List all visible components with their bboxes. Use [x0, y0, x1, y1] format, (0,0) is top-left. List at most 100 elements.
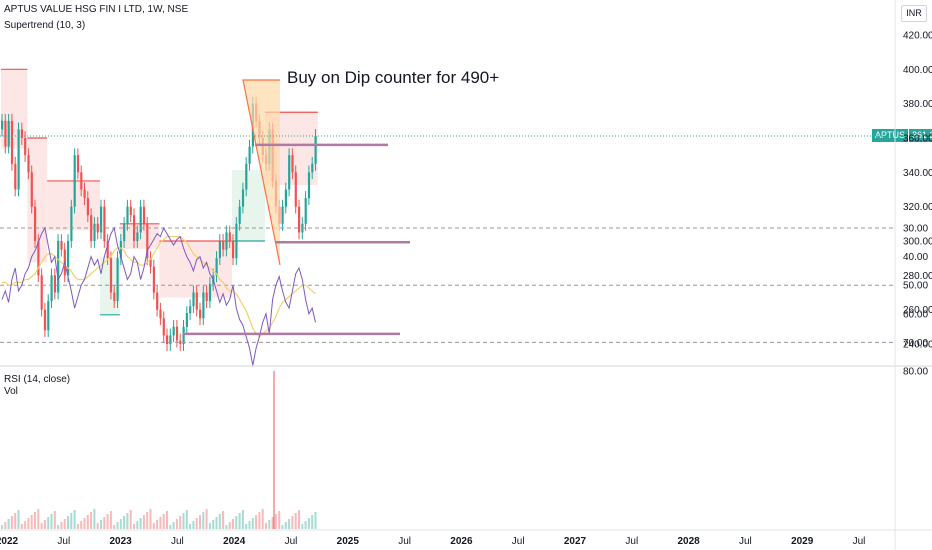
candle-body [228, 232, 231, 241]
volume-bar [314, 512, 317, 529]
volume-bar [274, 514, 277, 529]
candle-body [50, 275, 53, 302]
candle-body [156, 292, 159, 310]
volume-bar [311, 515, 314, 529]
candle-body [182, 326, 185, 344]
volume-bar [133, 524, 135, 529]
candle-body [199, 309, 202, 319]
candle-body [37, 241, 40, 276]
candle-body [202, 292, 205, 319]
candle-body [113, 292, 116, 302]
candle-body [100, 206, 103, 233]
volume-bar [156, 520, 159, 529]
price-tick-label: 420.00 [903, 31, 932, 42]
volume-bar [232, 519, 234, 529]
candle-body [307, 172, 311, 199]
supertrend-fill [27, 138, 48, 263]
candle-body [93, 223, 96, 241]
volume-bar [225, 525, 228, 529]
candle-body [291, 155, 294, 173]
volume-bar [106, 514, 109, 529]
volume-bar [53, 511, 56, 529]
volume-bar [251, 518, 254, 529]
volume-bar [30, 515, 33, 529]
volume-bar [14, 513, 17, 529]
candle-body [232, 241, 235, 259]
volume-bar [90, 512, 93, 529]
volume-bar [241, 510, 244, 529]
volume-bar [149, 509, 152, 529]
volume-bar [195, 518, 198, 529]
candle-body [86, 198, 89, 216]
time-tick-label: Jul [625, 536, 638, 547]
time-tick-label: 2026 [450, 536, 473, 547]
candle-body [218, 241, 221, 259]
volume-bar [185, 510, 188, 529]
price-tick-label: 360.00 [903, 134, 932, 145]
volume-bar [57, 525, 60, 529]
volume-bar [307, 518, 310, 529]
price-tick-label: 300.00 [903, 237, 932, 248]
candle-body [109, 258, 113, 293]
candle-body [1, 120, 4, 130]
candle-body [67, 241, 70, 276]
volume-label[interactable]: Vol [4, 386, 18, 397]
candle-body [20, 129, 23, 138]
candle-body [129, 206, 132, 216]
volume-bar [288, 519, 291, 529]
candle-body [159, 309, 162, 319]
volume-bar [268, 520, 271, 529]
candle-body [205, 292, 208, 302]
time-tick-label: 2028 [677, 536, 700, 547]
candle-body [96, 223, 99, 233]
last-price-tag: APTUS 361.20 [872, 129, 932, 142]
volume-bar [258, 512, 261, 529]
volume-bar [34, 512, 36, 529]
volume-bar [172, 522, 175, 529]
time-tick-label: 2027 [564, 536, 587, 547]
candle-body [57, 241, 60, 293]
candle-body [40, 275, 43, 310]
volume-bar [63, 519, 66, 529]
candle-body [24, 138, 27, 156]
rsi-label[interactable]: RSI (14, close) [4, 374, 71, 385]
candle-body [146, 223, 149, 259]
volume-bar [278, 511, 281, 529]
candle-body [185, 313, 188, 327]
volume-bar [189, 524, 192, 529]
time-tick-label: Jul [512, 536, 525, 547]
currency-button[interactable]: INR [901, 5, 927, 22]
candle-body [235, 223, 238, 259]
candle-body [314, 135, 317, 164]
candle-body [10, 120, 14, 164]
volume-bar [76, 524, 79, 529]
volume-bar [20, 524, 23, 529]
time-tick-label: Jul [171, 536, 184, 547]
volume-bar [86, 515, 89, 529]
candle-body [136, 232, 139, 241]
price-tick-label: 380.00 [903, 99, 932, 110]
candle-body [47, 301, 50, 331]
candle-body [119, 241, 122, 259]
time-tick-label: Jul [739, 536, 752, 547]
volume-bar [199, 515, 201, 529]
volume-bar [100, 520, 102, 529]
candle-body [27, 155, 30, 173]
volume-bar [238, 513, 241, 529]
volume-bar [119, 519, 122, 529]
volume-bar [67, 516, 69, 529]
supertrend-label[interactable]: Supertrend (10, 3) [4, 20, 86, 31]
rsi-line [1, 226, 316, 366]
volume-bar [281, 525, 284, 529]
candle-body [70, 206, 73, 241]
volume-bar [175, 519, 178, 529]
candle-body [4, 120, 7, 147]
rsi-tick-label: 70.00 [903, 338, 928, 349]
candle-body [245, 163, 248, 190]
time-tick-label: 2025 [337, 536, 360, 547]
annotation-text[interactable]: Buy on Dip counter for 490+ [287, 68, 500, 87]
candle-body [169, 335, 172, 344]
candle-body [126, 206, 129, 224]
price-tick-label: 240.00 [903, 340, 932, 351]
